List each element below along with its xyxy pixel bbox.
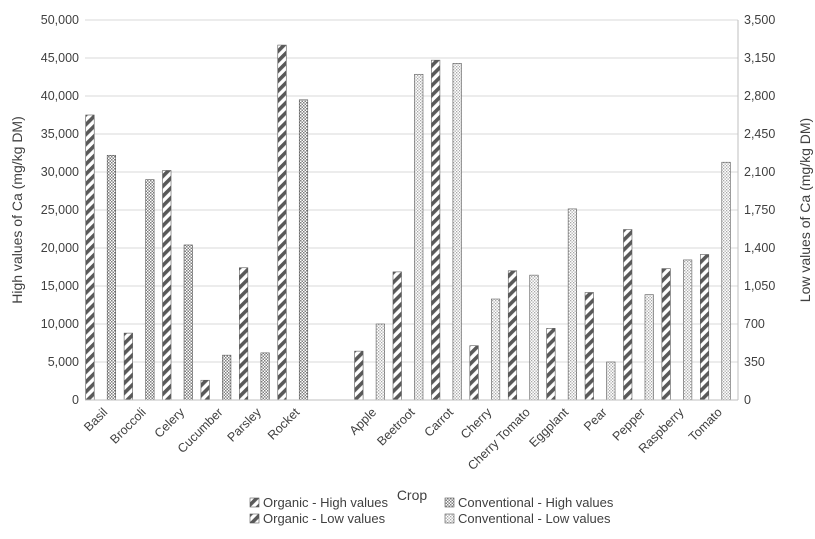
bar-beetroot-conventional-low	[414, 73, 424, 401]
category-label: Rocket	[265, 405, 303, 443]
category-label: Tomato	[686, 405, 725, 444]
bar-cherry-tomato-organic-low	[507, 270, 518, 401]
legend: Organic - High values Conventional - High…	[249, 495, 614, 526]
bar-cherry-tomato-conventional-low	[529, 274, 539, 401]
bar-carrot-conventional-low	[452, 63, 462, 401]
bar-pear-conventional-low	[606, 361, 616, 401]
bar-pepper-organic-low	[623, 229, 633, 401]
right-tick-label: 1,400	[744, 241, 775, 255]
axes	[85, 20, 739, 401]
right-tick-label: 3,150	[744, 51, 775, 65]
right-tick-label: 3,500	[744, 13, 775, 27]
left-axis-tick-labels: 0 5,000 10,000 15,000 20,000 25,000 30,000 35,0…	[41, 13, 79, 407]
y-axis-right-title: Low values of Ca (mg/kg DM)	[797, 118, 813, 302]
right-tick-label: 1,050	[744, 279, 775, 293]
bar-raspberry-conventional-low	[683, 259, 693, 401]
bar-cucumber-organic-high	[200, 379, 210, 401]
category-label: Beetroot	[374, 405, 418, 449]
category-label: Basil	[81, 405, 110, 434]
bar-eggplant-organic-low	[546, 328, 556, 401]
left-tick-label: 10,000	[41, 317, 79, 331]
gridlines	[85, 19, 738, 363]
category-label: Apple	[347, 405, 380, 438]
left-tick-label: 20,000	[41, 241, 79, 255]
left-tick-label: 15,000	[41, 279, 79, 293]
right-tick-label: 2,450	[744, 127, 775, 141]
category-label: Parsley	[225, 405, 265, 445]
legend-label: Conventional - High values	[458, 495, 614, 510]
bar-apple-conventional-low	[375, 323, 385, 401]
bar-apple-organic-low	[354, 350, 364, 401]
left-tick-label: 0	[72, 393, 79, 407]
left-tick-label: 5,000	[48, 355, 79, 369]
bar-celery-organic-high	[162, 170, 172, 401]
bar-tomato-organic-low	[699, 254, 710, 401]
x-axis-title: Crop	[397, 487, 428, 503]
legend-label: Organic - High values	[263, 495, 388, 510]
right-tick-label: 2,800	[744, 89, 775, 103]
right-axis-tick-labels: 0 350 700 1,050 1,400 1,750 2,100 2,450 2,800 3,1…	[744, 13, 775, 407]
bar-pepper-conventional-low	[644, 294, 654, 401]
category-label: Carrot	[422, 405, 457, 440]
bar-pear-organic-low	[584, 292, 594, 401]
category-label: Celery	[152, 405, 188, 441]
category-label: Pepper	[610, 405, 648, 443]
bar-eggplant-conventional-low	[567, 208, 577, 401]
legend-label: Organic - Low values	[263, 511, 386, 526]
bar-broccoli-organic-high	[123, 332, 133, 401]
bar-broccoli-conventional-high	[145, 179, 155, 401]
bar-tomato-conventional-low	[721, 161, 731, 401]
bar-rocket-conventional-high	[298, 99, 309, 401]
category-label: Broccoli	[107, 405, 148, 446]
legend-swatch	[444, 513, 455, 524]
left-tick-label: 35,000	[41, 127, 79, 141]
category-label: Pear	[581, 405, 610, 434]
left-tick-label: 25,000	[41, 203, 79, 217]
left-tick-label: 50,000	[41, 13, 79, 27]
bar-cherry-conventional-low	[491, 298, 501, 401]
category-label: Cherry	[458, 405, 495, 442]
category-label: Eggplant	[526, 405, 571, 450]
right-tick-label: 2,100	[744, 165, 775, 179]
legend-swatch	[444, 497, 455, 508]
bar-rocket-organic-high	[277, 44, 287, 401]
y-axis-left-title: High values of Ca (mg/kg DM)	[9, 116, 25, 304]
right-tick-label: 350	[744, 355, 765, 369]
bar-cucumber-conventional-high	[222, 354, 232, 401]
bar-cherry-organic-low	[469, 345, 479, 401]
legend-swatch	[249, 497, 260, 508]
bar-parsley-conventional-high	[260, 352, 270, 401]
bar-beetroot-organic-low	[392, 271, 402, 401]
legend-swatch	[249, 513, 260, 524]
left-tick-label: 40,000	[41, 89, 79, 103]
bars	[85, 44, 731, 401]
bar-raspberry-organic-low	[661, 268, 671, 401]
bar-basil-conventional-high	[106, 154, 117, 401]
left-tick-label: 45,000	[41, 51, 79, 65]
bar-parsley-organic-high	[239, 267, 249, 401]
left-tick-label: 30,000	[41, 165, 79, 179]
bar-basil-organic-high	[85, 114, 95, 401]
bar-carrot-organic-low	[431, 59, 441, 401]
bar-celery-conventional-high	[183, 244, 193, 401]
right-tick-label: 0	[744, 393, 751, 407]
right-tick-label: 1,750	[744, 203, 775, 217]
right-tick-label: 700	[744, 317, 765, 331]
legend-label: Conventional - Low values	[458, 511, 611, 526]
